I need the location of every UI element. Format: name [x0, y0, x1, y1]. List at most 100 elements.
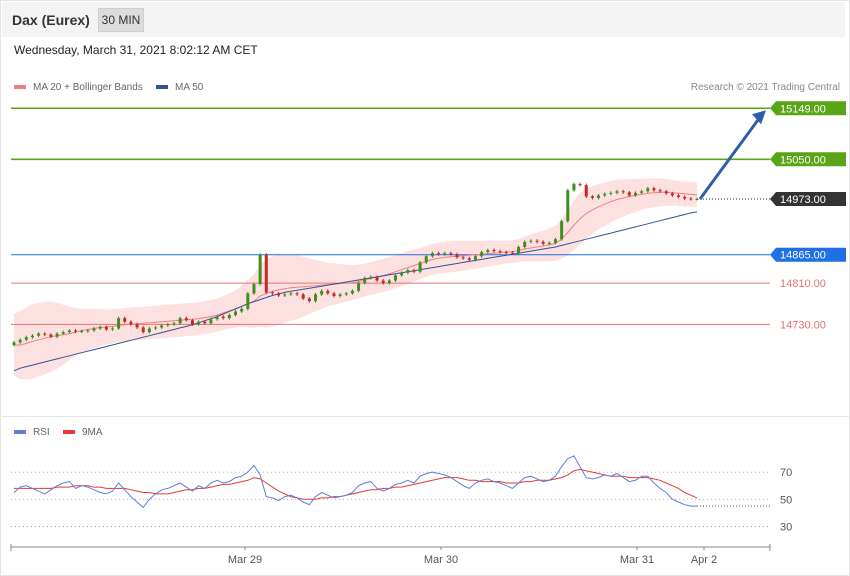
candle-body — [664, 191, 668, 194]
level-label-resistance: 15149.00 — [780, 103, 826, 115]
rsi-tick-label: 50 — [780, 494, 792, 506]
candle-body — [449, 253, 453, 255]
candle-body — [553, 239, 557, 243]
candle-body — [110, 328, 114, 330]
candle-body — [172, 323, 176, 325]
candle-body — [652, 188, 656, 191]
candle-body — [190, 320, 194, 325]
candle-body — [486, 250, 490, 253]
candle-body — [332, 293, 336, 296]
candle-body — [215, 316, 219, 320]
candle-body — [135, 324, 139, 328]
candle-body — [547, 242, 551, 244]
candle-body — [307, 298, 311, 302]
candle-body — [535, 240, 539, 242]
candle-body — [86, 330, 90, 332]
candle-body — [314, 294, 318, 302]
level-tag-resistance — [770, 152, 846, 167]
candle-body — [393, 275, 397, 281]
candle-body — [498, 251, 502, 253]
candle-body — [277, 293, 281, 296]
candle-body — [326, 290, 330, 294]
candle-body — [640, 191, 644, 193]
timeframe-badge[interactable]: 30 MIN — [98, 8, 144, 32]
rsi-line — [13, 455, 697, 509]
copyright-label: Research © 2021 Trading Central — [691, 82, 840, 93]
candle-body — [590, 196, 594, 198]
legend-swatch-ma50 — [156, 85, 168, 89]
rsi-legend: RSI 9MA — [14, 427, 103, 438]
candle-body — [160, 325, 164, 328]
level-tag-resistance — [770, 101, 846, 116]
candle-body — [597, 195, 601, 198]
legend-swatch-ma20 — [14, 85, 26, 89]
candle-body — [184, 318, 188, 321]
candle-body — [677, 195, 681, 197]
candle-body — [443, 253, 447, 255]
candle-body — [566, 190, 570, 222]
price-legend: MA 20 + Bollinger Bands MA 50 Research ©… — [14, 82, 840, 93]
candle-body — [61, 332, 65, 334]
legend-label-9ma: 9MA — [82, 427, 103, 438]
candle-body — [98, 326, 102, 329]
level-label-last: 14973.00 — [780, 194, 826, 206]
candle-body — [67, 330, 71, 333]
candle-body — [240, 308, 244, 312]
time-axis-label: Mar 31 — [620, 554, 654, 566]
legend-label-ma20: MA 20 + Bollinger Bands — [33, 82, 143, 93]
candle-body — [517, 246, 521, 254]
candle-body — [166, 324, 170, 326]
candle-body — [37, 333, 41, 336]
level-tag-pivot — [770, 247, 846, 262]
legend-label-ma50: MA 50 — [175, 82, 204, 93]
candle-body — [350, 290, 354, 294]
candle-body — [270, 292, 274, 294]
candle-body — [252, 284, 256, 294]
rsi-panel: 70 50 30 — [11, 455, 792, 533]
level-label-resistance: 15050.00 — [780, 154, 826, 166]
time-axis: Mar 29 Mar 30 Mar 31 Apr 2 — [10, 544, 771, 566]
candle-body — [633, 192, 637, 196]
candle-body — [197, 321, 201, 325]
candle-body — [74, 330, 78, 332]
candle-body — [43, 333, 47, 335]
candle-body — [203, 321, 207, 324]
candle-body — [338, 294, 342, 296]
level-label-support: 14730.00 — [780, 319, 826, 331]
candle-body — [295, 293, 299, 295]
candle-body — [178, 318, 182, 324]
candle-body — [129, 321, 133, 325]
candle-body — [141, 327, 145, 333]
candle-body — [104, 326, 108, 330]
candle-body — [467, 258, 471, 260]
candle-body — [461, 257, 465, 259]
candle-body — [147, 328, 151, 333]
chart-header: Dax (Eurex) 30 MIN — [2, 2, 845, 37]
candle-body — [646, 188, 650, 192]
panel-divider — [2, 416, 849, 417]
candle-body — [209, 319, 213, 324]
candle-body — [30, 335, 34, 338]
rsi-tick-label: 70 — [780, 467, 792, 479]
candle-body — [529, 240, 533, 242]
candle-body — [154, 327, 158, 329]
candle-body — [234, 311, 238, 316]
candle-body — [24, 337, 28, 340]
candle-body — [283, 294, 287, 296]
candle-body — [55, 333, 59, 337]
candle-body — [492, 250, 496, 252]
candle-body — [627, 192, 631, 196]
legend-label-rsi: RSI — [33, 427, 50, 438]
ma50-line — [13, 211, 698, 372]
candle-body — [510, 252, 514, 254]
rsi-9ma-line — [14, 468, 698, 500]
candle-body — [18, 339, 22, 343]
candle-body — [12, 342, 16, 345]
candle-body — [369, 276, 373, 278]
candle-body — [584, 185, 588, 197]
candle-body — [683, 196, 687, 199]
candle-body — [375, 276, 379, 281]
candle-body — [320, 290, 324, 295]
